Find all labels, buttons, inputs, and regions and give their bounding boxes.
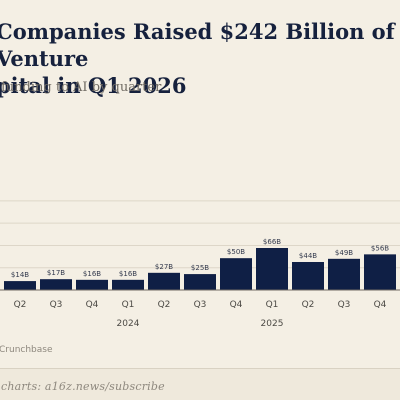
tick-label: Q1 (122, 300, 135, 310)
data-label: $50B (227, 248, 245, 256)
bar (76, 279, 108, 290)
bar (364, 254, 396, 290)
bar (4, 281, 36, 290)
data-label: $25B (191, 264, 209, 272)
bar (40, 279, 72, 290)
bar (112, 279, 144, 290)
data-label: $27B (155, 263, 173, 271)
data-label: $16B (83, 270, 101, 278)
tick-label: Q4 (86, 300, 99, 310)
footer-divider (0, 368, 400, 369)
data-label: $56B (371, 244, 389, 252)
bar-chart: $14B Q2 $17B Q3 $16B Q4 $16B Q1 $27B Q2 $25B Q3 $50B… (0, 200, 400, 329)
tick-label: Q4 (230, 300, 243, 310)
year-label: 2024 (117, 319, 140, 329)
footer-bar: charts: a16z.news/subscribe (0, 369, 400, 400)
data-label: $44B (299, 252, 317, 260)
year-label: 2025 (261, 319, 284, 329)
source-note: Crunchbase (0, 345, 53, 355)
tick-label: Q1 (266, 300, 279, 310)
chart-subtitle: funding to AI by quarter (1, 80, 162, 95)
footer-subscribe-link[interactable]: charts: a16z.news/subscribe (1, 380, 165, 393)
data-label: $14B (11, 271, 29, 279)
tick-label: Q2 (158, 300, 171, 310)
bar (148, 272, 180, 290)
bar (220, 258, 252, 290)
data-label: $17B (47, 269, 65, 277)
bar (184, 274, 216, 290)
tick-label: Q2 (302, 300, 315, 310)
tick-label: Q4 (374, 300, 387, 310)
bar (328, 258, 360, 290)
bar (256, 247, 288, 290)
data-label: $16B (119, 270, 137, 278)
data-label: $49B (335, 249, 353, 257)
tick-label: Q3 (338, 300, 351, 310)
data-label: $66B (263, 238, 281, 246)
bar (292, 261, 324, 290)
tick-label: Q2 (14, 300, 27, 310)
tick-label: Q3 (50, 300, 63, 310)
tick-label: Q3 (194, 300, 207, 310)
chart-title: Companies Raised $242 Billion of Venture… (0, 19, 395, 98)
